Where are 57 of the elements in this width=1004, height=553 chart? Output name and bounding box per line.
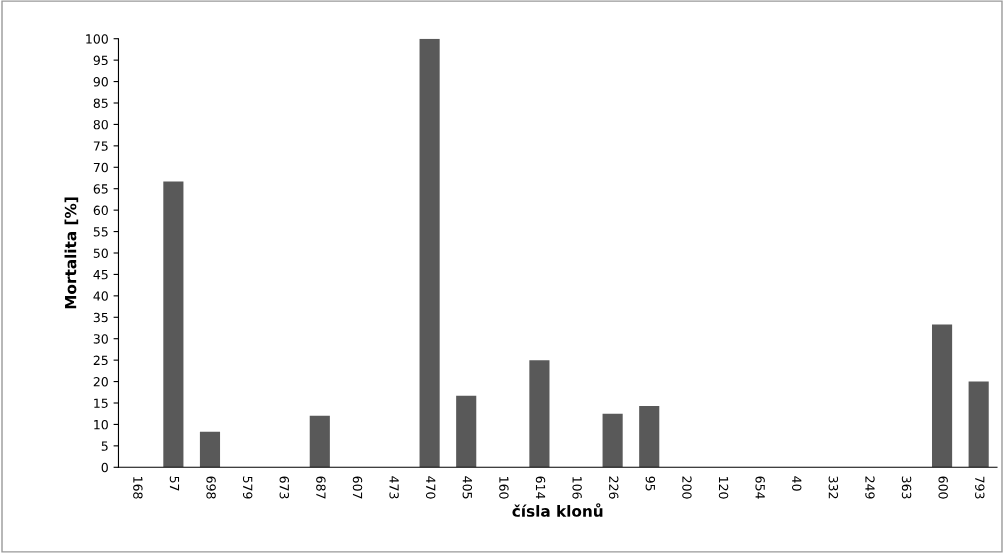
y-tick-label: 95 xyxy=(93,55,108,66)
x-tick-label: 793 xyxy=(975,476,985,499)
bar xyxy=(419,38,440,468)
x-tick-label: 698 xyxy=(206,476,216,499)
x-tick-label: 473 xyxy=(389,476,399,499)
x-tick-label: 687 xyxy=(316,476,326,499)
x-tick-label: 470 xyxy=(425,476,436,499)
x-tick-label: 40 xyxy=(792,476,802,491)
bar xyxy=(529,360,550,468)
y-tick-label: 80 xyxy=(93,119,108,130)
y-tick-label: 35 xyxy=(93,312,108,323)
x-tick-label: 405 xyxy=(462,476,473,499)
y-tick-label: 65 xyxy=(93,184,108,194)
x-tick-label: 332 xyxy=(828,476,839,499)
x-tick-label: 160 xyxy=(499,476,509,499)
y-tick-label: 90 xyxy=(93,77,108,87)
x-tick-label: 579 xyxy=(242,476,253,499)
x-tick-label: 200 xyxy=(682,476,692,499)
x-tick-label: 120 xyxy=(718,476,729,499)
y-tick-label: 20 xyxy=(93,377,108,387)
x-tick-label: 673 xyxy=(279,476,290,499)
bar xyxy=(199,431,221,468)
x-tick-label: 600 xyxy=(938,476,948,499)
x-tick-label: 607 xyxy=(352,476,363,499)
bar xyxy=(602,413,623,468)
y-tick-label: 75 xyxy=(93,141,108,151)
y-tick-label: 10 xyxy=(94,419,108,430)
y-tick-label: 5 xyxy=(101,441,108,451)
y-tick-label: 30 xyxy=(93,334,108,344)
y-tick-label: 25 xyxy=(93,355,108,366)
x-tick-label: 106 xyxy=(572,476,582,499)
y-tick-label: 85 xyxy=(93,98,108,108)
y-tick-label: 45 xyxy=(93,270,108,280)
x-tick-label: 363 xyxy=(901,476,912,499)
x-tick-label: 614 xyxy=(535,476,546,499)
bar xyxy=(932,324,953,468)
bar xyxy=(163,181,184,468)
bar xyxy=(309,415,330,468)
x-tick-label: 168 xyxy=(133,476,143,499)
bar xyxy=(968,381,989,468)
x-axis-title: čísla klonů xyxy=(512,503,603,517)
x-tick-label: 95 xyxy=(645,476,656,491)
y-tick-label: 50 xyxy=(93,248,108,258)
bar xyxy=(639,406,660,468)
x-tick-label: 226 xyxy=(609,476,619,499)
y-tick-label: 40 xyxy=(93,291,108,301)
y-tick-label: 60 xyxy=(93,205,108,216)
y-tick-label: 70 xyxy=(93,162,108,173)
x-tick-label: 654 xyxy=(755,476,765,499)
y-tick-label: 55 xyxy=(93,227,108,237)
bar xyxy=(456,395,477,468)
x-tick-label: 249 xyxy=(865,476,875,499)
y-tick-label: 15 xyxy=(94,398,108,408)
y-axis-title: Mortalita [%] xyxy=(64,197,79,309)
y-tick-label: 0 xyxy=(101,462,108,473)
y-tick-label: 100 xyxy=(86,34,108,44)
x-tick-label: 57 xyxy=(169,476,180,491)
